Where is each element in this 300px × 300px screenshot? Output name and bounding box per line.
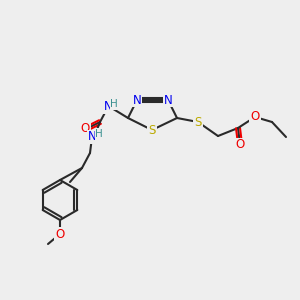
Text: O: O — [250, 110, 260, 124]
Text: O: O — [56, 227, 64, 241]
Text: N: N — [103, 100, 112, 113]
Text: H: H — [95, 129, 103, 139]
Text: N: N — [88, 130, 96, 143]
Text: S: S — [194, 116, 202, 128]
Text: O: O — [236, 139, 244, 152]
Text: O: O — [80, 122, 90, 134]
Text: H: H — [110, 99, 118, 109]
Text: N: N — [164, 94, 172, 106]
Text: S: S — [148, 124, 156, 136]
Text: N: N — [133, 94, 141, 106]
